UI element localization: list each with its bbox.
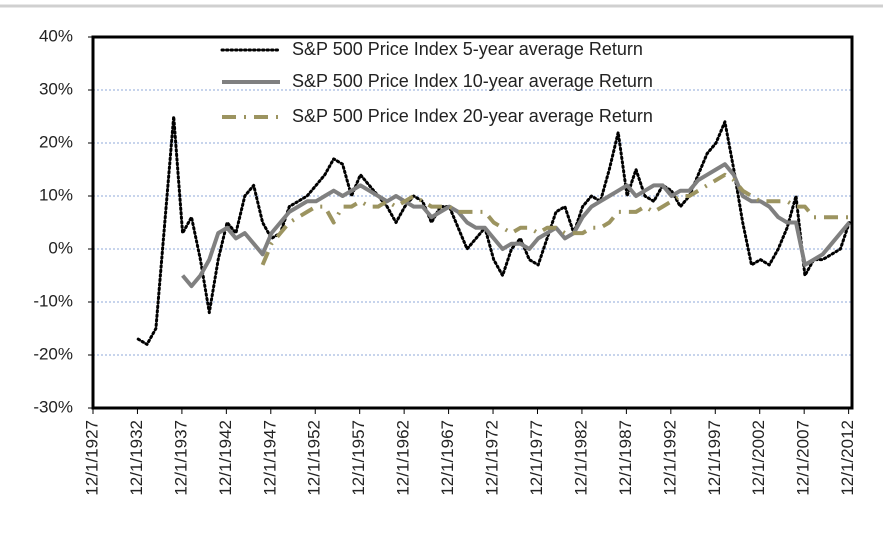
x-tick-label: 12/1/1957 bbox=[349, 420, 368, 496]
y-tick-label: 0% bbox=[48, 238, 73, 257]
x-tick-label: 12/1/1947 bbox=[260, 420, 279, 496]
y-tick-label: 40% bbox=[39, 26, 73, 45]
x-tick-label: 12/1/1962 bbox=[394, 420, 413, 496]
x-tick-label: 12/1/1967 bbox=[438, 420, 457, 496]
x-tick-label: 12/1/1952 bbox=[305, 420, 324, 496]
x-tick-label: 12/1/1977 bbox=[527, 420, 546, 496]
series-line bbox=[136, 115, 851, 346]
plot-border bbox=[91, 35, 854, 410]
x-tick-label: 12/1/1972 bbox=[483, 420, 502, 496]
y-tick-label: 10% bbox=[39, 185, 73, 204]
x-tick-label: 12/1/2007 bbox=[794, 420, 813, 496]
x-tick-label: 12/1/1937 bbox=[171, 420, 190, 496]
x-tick-label: 12/1/1927 bbox=[82, 420, 101, 496]
x-tick-label: 12/1/2012 bbox=[838, 420, 857, 496]
legend-label: S&P 500 Price Index 20-year average Retu… bbox=[292, 106, 653, 126]
legend-label: S&P 500 Price Index 5-year average Retur… bbox=[292, 39, 643, 59]
y-tick-label: 20% bbox=[39, 132, 73, 151]
x-tick-label: 12/1/1932 bbox=[127, 420, 146, 496]
y-tick-label: -20% bbox=[33, 344, 73, 363]
x-tick-label: 12/1/2002 bbox=[749, 420, 768, 496]
y-tick-label: -10% bbox=[33, 291, 73, 310]
x-tick-label: 12/1/1942 bbox=[216, 420, 235, 496]
x-tick-label: 12/1/1982 bbox=[571, 420, 590, 496]
x-tick-label: 12/1/1987 bbox=[616, 420, 635, 496]
x-tick-label: 12/1/1992 bbox=[660, 420, 679, 496]
series-line bbox=[181, 162, 851, 289]
series-line bbox=[260, 172, 850, 266]
legend-label: S&P 500 Price Index 10-year average Retu… bbox=[292, 71, 653, 91]
x-tick-label: 12/1/1997 bbox=[705, 420, 724, 496]
y-tick-label: -30% bbox=[33, 397, 73, 416]
y-tick-label: 30% bbox=[39, 79, 73, 98]
